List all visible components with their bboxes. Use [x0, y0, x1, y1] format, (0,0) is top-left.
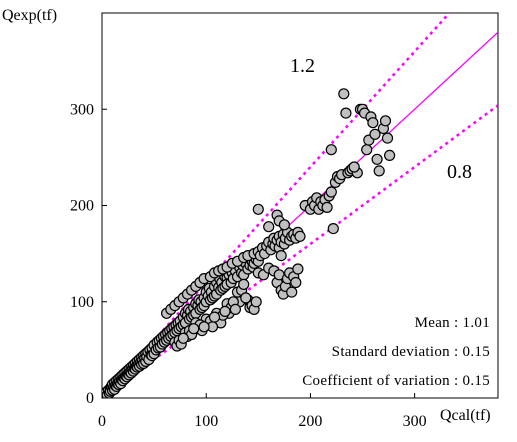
data-point: [275, 250, 287, 262]
y-axis-title: Qexp(tf): [2, 7, 57, 24]
data-point: [325, 186, 337, 198]
data-point: [263, 221, 275, 233]
ratio-label-1-2: 1.2: [290, 55, 315, 77]
data-point: [240, 292, 252, 304]
stat-mean: Mean : 1.01: [415, 315, 490, 331]
data-point: [379, 115, 392, 127]
x-tick-label: 100: [194, 413, 218, 430]
data-point: [188, 323, 200, 335]
data-point: [348, 161, 360, 173]
data-point: [294, 230, 306, 242]
data-point: [290, 276, 302, 289]
data-point: [321, 201, 333, 213]
data-point: [208, 311, 221, 323]
data-point: [292, 263, 304, 275]
x-tick-label: 300: [403, 413, 427, 430]
data-point: [381, 132, 394, 144]
stat-coefficient-of-variation: Coefficient of variation : 0.15: [302, 373, 490, 389]
data-point: [177, 332, 189, 344]
y-tick-label: 200: [70, 198, 94, 215]
reference-line-0-8: [102, 104, 498, 398]
x-axis-title: Qcal(tf): [440, 407, 491, 424]
data-point: [371, 153, 383, 165]
data-point: [325, 144, 337, 156]
data-point: [369, 128, 381, 140]
data-point: [250, 296, 262, 308]
x-axis-ticks: 0 100 200 300: [98, 393, 427, 430]
data-points: [102, 88, 396, 398]
stat-standard-deviation: Standard deviation : 0.15: [332, 344, 490, 360]
data-point: [340, 107, 352, 119]
data-point: [286, 286, 298, 298]
data-point: [252, 203, 264, 215]
data-point: [367, 117, 379, 129]
data-point: [373, 165, 385, 177]
x-tick-label: 200: [298, 413, 322, 430]
y-tick-label: 300: [70, 101, 94, 118]
data-point: [361, 144, 373, 156]
data-point: [338, 88, 350, 100]
data-point: [327, 223, 339, 235]
y-tick-label: 100: [70, 294, 94, 311]
y-axis-ticks: 0 100 200 300: [70, 101, 107, 407]
data-point: [238, 278, 250, 290]
y-tick-label: 0: [86, 390, 94, 407]
data-point: [384, 149, 396, 161]
data-point: [229, 303, 241, 315]
data-point: [278, 219, 290, 231]
data-point: [198, 321, 210, 333]
data-point: [219, 305, 231, 317]
ratio-label-0-8: 0.8: [447, 161, 472, 183]
x-tick-label: 0: [98, 413, 106, 430]
